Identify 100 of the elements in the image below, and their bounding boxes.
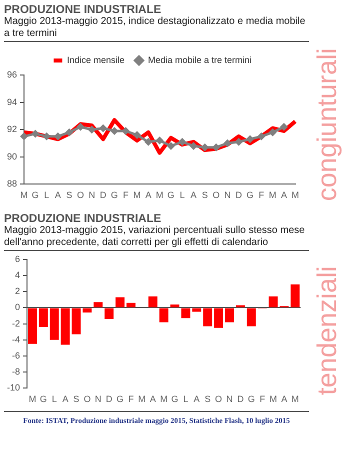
x-tick-label: M <box>160 394 168 404</box>
point <box>88 126 96 134</box>
x-tick-label: L <box>44 190 50 200</box>
point <box>31 130 40 138</box>
x-tick-label: M <box>291 394 299 404</box>
y-tick-label: -2 <box>12 318 20 328</box>
point <box>20 132 28 140</box>
legend-label: Media mobile a tre termini <box>148 54 252 65</box>
x-tick-label: O <box>77 190 84 200</box>
x-tick-label: G <box>171 394 178 404</box>
x-tick-label: O <box>84 394 91 404</box>
x-tick-label: M <box>20 190 28 200</box>
x-tick-label: L <box>180 190 185 200</box>
bar <box>246 308 256 326</box>
x-tick-label: M <box>156 190 164 200</box>
bar <box>38 308 48 328</box>
point <box>122 126 130 135</box>
point <box>190 142 198 150</box>
bar <box>170 304 180 308</box>
chart-title: PRODUZIONE INDUSTRIALE <box>4 213 162 225</box>
x-tick-label: F <box>258 190 265 200</box>
y-tick-label: -10 <box>6 382 20 393</box>
point <box>246 135 254 144</box>
x-tick-label: S <box>204 394 211 404</box>
text: tendenziali <box>312 266 343 396</box>
point <box>76 122 85 131</box>
x-tick-label: A <box>54 190 61 200</box>
bar <box>148 296 158 308</box>
y-tick-label: -4 <box>12 334 20 344</box>
x-tick-label: M <box>133 190 141 200</box>
x-tick-label: G <box>167 190 174 200</box>
y-tick-label: -6 <box>12 350 20 360</box>
x-tick-label: M <box>28 394 36 404</box>
x-tick-label: L <box>183 394 188 404</box>
bar <box>60 308 70 345</box>
y-tick-label: 2 <box>14 286 20 296</box>
x-tick-label: D <box>235 190 242 200</box>
x-tick-label: G <box>110 190 118 200</box>
bar <box>50 308 59 340</box>
x-tick-label: N <box>224 190 231 200</box>
y-tick-label: 4 <box>14 270 20 280</box>
x-tick-label: A <box>190 190 197 200</box>
x-tick-label: D <box>106 394 113 404</box>
point <box>212 143 220 152</box>
point <box>234 138 243 146</box>
legend-label: Indice mensile <box>66 54 124 65</box>
x-tick-label: F <box>260 394 266 404</box>
x-tick-label: S <box>66 190 72 200</box>
bar <box>225 308 234 322</box>
bar <box>94 302 103 308</box>
x-tick-label: M <box>268 190 276 200</box>
x-tick-label: L <box>52 394 57 404</box>
x-tick-label: A <box>150 394 156 404</box>
x-tick-label: F <box>128 394 134 404</box>
x-tick-label: A <box>280 190 287 200</box>
chart-title: PRODUZIONE INDUSTRIALE <box>4 4 162 16</box>
x-tick-label: A <box>281 394 288 404</box>
x-tick-label: N <box>88 190 96 200</box>
point <box>110 126 118 135</box>
x-tick-label: M <box>138 394 146 404</box>
point <box>144 138 152 146</box>
x-tick-label: M <box>270 394 278 404</box>
bar <box>290 284 300 308</box>
point <box>166 142 175 150</box>
text: congiunturali <box>312 48 343 202</box>
x-tick-label: A <box>145 190 152 200</box>
x-tick-label: O <box>212 190 220 200</box>
y-tick-label: 88 <box>6 178 18 189</box>
x-tick-label: G <box>246 190 254 200</box>
bar <box>181 308 190 318</box>
x-tick-label: A <box>194 394 200 404</box>
y-tick-label: 0 <box>14 302 20 312</box>
x-tick-label: D <box>237 394 244 404</box>
y-tick-label: 92 <box>6 124 18 134</box>
x-tick-label: F <box>122 190 129 200</box>
bar <box>203 308 212 326</box>
y-tick-label: 6 <box>14 254 20 264</box>
y-tick-label: 96 <box>6 69 18 80</box>
bar <box>159 308 168 322</box>
point <box>268 128 277 136</box>
chart-subtitle: Maggio 2013-maggio 2015, indice destagionalizzato e media mobile a tre termini <box>4 16 306 40</box>
bar <box>104 308 114 319</box>
x-tick-label: G <box>248 394 255 404</box>
point <box>156 136 164 145</box>
y-tick-label: 94 <box>6 96 18 107</box>
x-tick-label: N <box>94 394 102 404</box>
x-tick-label: S <box>202 190 208 200</box>
y-tick-label: -8 <box>12 366 20 377</box>
point <box>65 128 74 136</box>
point <box>200 143 209 152</box>
y-tick-label: 90 <box>6 151 18 162</box>
point <box>99 124 108 132</box>
x-tick-label: A <box>62 394 68 404</box>
x-tick-label: O <box>215 394 222 404</box>
point <box>133 131 142 140</box>
x-tick-label: G <box>116 394 124 404</box>
bar <box>192 308 202 312</box>
bar <box>214 308 224 328</box>
x-tick-label: S <box>73 394 80 404</box>
point <box>257 132 266 140</box>
